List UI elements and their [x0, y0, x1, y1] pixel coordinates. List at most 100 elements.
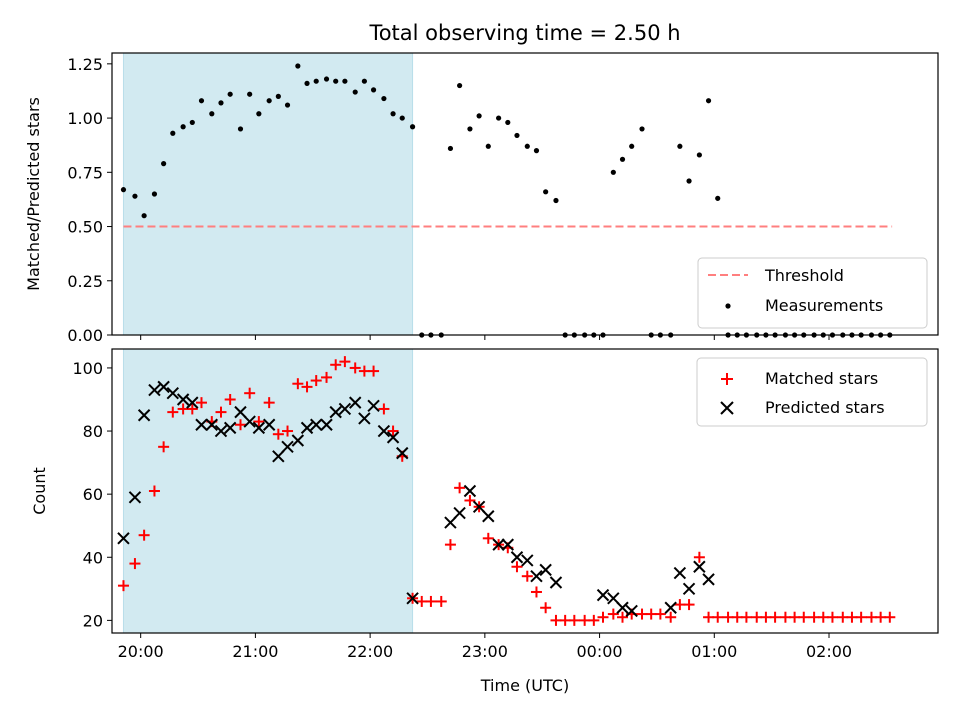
measurement-point — [705, 98, 712, 104]
measurement-point — [447, 145, 454, 152]
matched-star-marker — [568, 614, 580, 626]
predicted-star-marker — [338, 402, 352, 416]
predicted-star-marker — [492, 538, 505, 551]
measurement-point — [189, 119, 195, 126]
matched-star-marker — [215, 406, 227, 418]
predicted-star-marker — [444, 516, 457, 529]
measurement-point — [686, 178, 692, 184]
bottom-panel: 20 40 60 80 100 20:00 21:00 22:00 23:00 00:00 01:… — [30, 348, 939, 695]
matched-star-marker — [760, 611, 772, 623]
measurement-point — [141, 213, 147, 219]
matched-star-marker — [282, 425, 294, 437]
predicted-star-marker — [137, 409, 151, 422]
predicted-star-marker — [673, 566, 687, 580]
legend-matched-label: Matched stars — [765, 369, 878, 388]
measurement-point — [715, 195, 721, 201]
predicted-star-marker — [148, 383, 161, 397]
measurement-point — [496, 115, 502, 121]
matched-star-marker — [387, 425, 399, 437]
matched-star-marker — [654, 608, 666, 620]
matched-star-marker — [617, 611, 629, 623]
legend-measurements-label: Measurements — [765, 296, 883, 315]
measurement-point — [151, 191, 158, 197]
x-tick-label: 23:00 — [462, 642, 508, 661]
measurement-point — [132, 193, 138, 199]
measurement-point — [352, 89, 358, 95]
legend-threshold-label: Threshold — [764, 266, 844, 285]
predicted-star-marker — [195, 418, 208, 431]
top-y-tick-label: 0.75 — [67, 163, 103, 182]
measurement-point — [553, 197, 559, 204]
matched-star-marker — [224, 393, 236, 405]
predicted-star-marker — [214, 424, 228, 438]
matched-star-marker — [167, 406, 179, 418]
matched-star-marker — [378, 403, 390, 415]
measurement-point — [399, 115, 405, 121]
measurement-point — [342, 78, 348, 84]
predicted-star-marker — [281, 440, 294, 454]
measurement-point — [361, 78, 367, 84]
measurement-point — [381, 95, 387, 102]
bottom-x-ticks: 20:00 21:00 22:00 23:00 00:00 01:00 02:00 — [118, 633, 852, 661]
predicted-star-marker — [309, 418, 323, 431]
legend-predicted-label: Predicted stars — [765, 398, 885, 417]
matched-star-marker — [253, 416, 265, 428]
matched-star-marker — [358, 365, 370, 377]
matched-star-marker — [368, 365, 380, 377]
matched-star-marker — [416, 595, 428, 607]
matched-star-marker — [301, 381, 313, 393]
predicted-star-marker — [176, 393, 190, 406]
x-tick-label: 20:00 — [118, 642, 164, 661]
matched-star-marker — [177, 403, 189, 415]
predicted-star-marker — [510, 551, 524, 564]
matched-star-marker — [579, 614, 591, 626]
predicted-star-marker — [377, 424, 391, 438]
measurement-point — [247, 91, 253, 97]
matched-star-marker — [865, 611, 877, 623]
measurement-point — [227, 91, 233, 97]
measurement-point — [266, 98, 272, 104]
top-y-tick-label: 1.00 — [67, 109, 103, 128]
matched-star-marker — [731, 611, 743, 623]
predicted-star-marker — [223, 421, 237, 435]
matched-star-marker — [779, 611, 791, 623]
matched-star-marker — [884, 611, 896, 623]
measurement-point — [390, 111, 396, 117]
matched-star-marker — [234, 419, 246, 431]
top-shaded-span — [122, 52, 414, 336]
matched-star-marker — [550, 614, 562, 626]
measurement-point — [284, 102, 291, 108]
measurement-point — [505, 119, 511, 126]
x-tick-label: 01:00 — [691, 642, 737, 661]
x-tick-label: 00:00 — [577, 642, 623, 661]
measurement-point — [198, 98, 205, 104]
matched-star-marker — [454, 482, 466, 494]
measurement-point — [409, 124, 416, 130]
predicted-star-marker — [186, 396, 199, 409]
measurement-point — [304, 80, 310, 86]
matched-star-marker — [349, 362, 361, 374]
matched-star-marker — [855, 611, 867, 623]
predicted-star-marker — [349, 396, 362, 409]
matched-star-markers — [117, 356, 896, 626]
predicted-star-marker — [607, 592, 620, 605]
figure-title: Total observing time = 2.50 h — [368, 21, 680, 45]
measurement-point — [610, 169, 616, 175]
top-y-tick-label: 0.00 — [67, 326, 103, 345]
matched-star-marker — [826, 611, 838, 623]
predicted-star-marker — [453, 506, 466, 520]
top-plot-frame — [111, 52, 939, 336]
matched-star-marker — [138, 529, 150, 541]
matched-star-marker — [339, 356, 351, 368]
measurement-point — [533, 148, 540, 154]
measurement-point — [295, 63, 301, 69]
predicted-star-marker — [616, 601, 629, 614]
measurement-point — [696, 152, 702, 158]
bottom-y-tick-label: 40 — [83, 548, 103, 567]
matched-star-marker — [846, 611, 858, 623]
matched-star-marker — [425, 595, 437, 607]
bottom-y-tick-label: 60 — [83, 485, 103, 504]
matched-star-marker — [837, 611, 849, 623]
bottom-legend: Matched stars Predicted stars — [696, 357, 928, 427]
